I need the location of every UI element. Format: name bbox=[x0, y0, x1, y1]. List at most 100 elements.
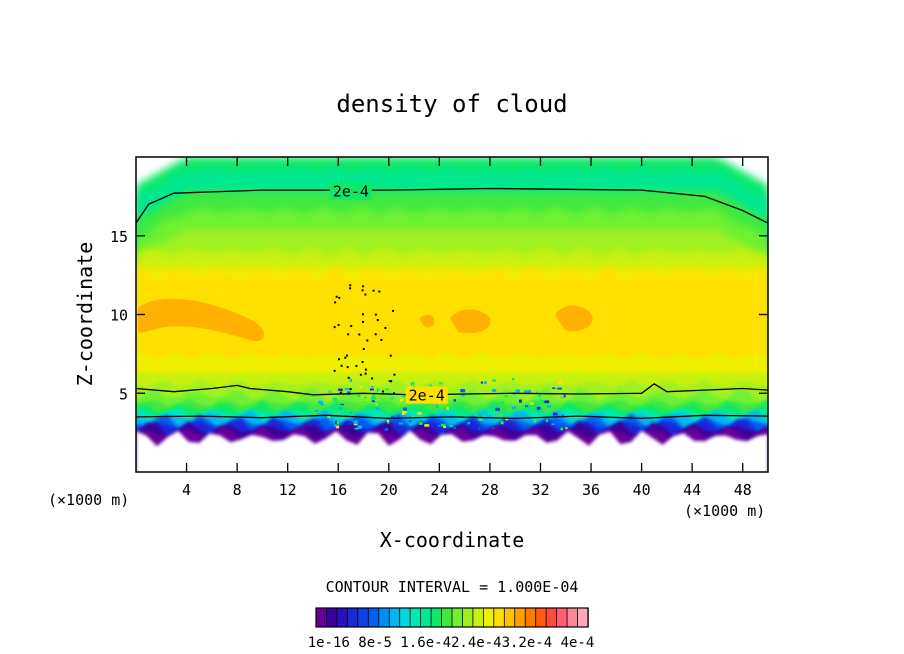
noise-speck-dark bbox=[347, 333, 350, 336]
noise-speck bbox=[314, 409, 319, 413]
noise-speck bbox=[474, 414, 478, 417]
noise-speck bbox=[411, 415, 415, 419]
noise-speck bbox=[495, 407, 500, 411]
noise-speck-dark bbox=[393, 392, 395, 395]
x-tick-label: 12 bbox=[279, 481, 297, 499]
noise-speck-dark bbox=[355, 365, 358, 367]
noise-speck bbox=[353, 423, 358, 426]
noise-speck bbox=[438, 426, 442, 430]
noise-speck-dark bbox=[349, 388, 352, 391]
noise-speck-dark bbox=[362, 320, 364, 323]
x-tick-label: 24 bbox=[430, 481, 448, 499]
noise-speck bbox=[417, 412, 422, 415]
noise-speck bbox=[461, 394, 465, 397]
noise-speck bbox=[515, 389, 520, 393]
colorbar-swatch bbox=[346, 607, 359, 628]
noise-speck-dark bbox=[337, 324, 340, 326]
noise-speck bbox=[335, 425, 340, 429]
noise-speck-dark bbox=[340, 364, 343, 367]
noise-speck bbox=[399, 398, 403, 402]
colorbar-swatch bbox=[535, 607, 547, 628]
noise-speck bbox=[357, 393, 361, 397]
contour-label-group: 2e-4 2e-4 bbox=[329, 182, 448, 405]
noise-speck-dark bbox=[364, 368, 367, 371]
noise-speck bbox=[332, 397, 338, 401]
noise-speck bbox=[511, 406, 516, 410]
noise-speck bbox=[425, 379, 428, 383]
noise-speck-dark bbox=[334, 301, 337, 304]
noise-speck-dark bbox=[389, 354, 392, 357]
noise-speck bbox=[536, 404, 540, 407]
noise-speck bbox=[336, 421, 339, 425]
colorbar-swatch bbox=[462, 607, 474, 628]
colorbar-swatch bbox=[388, 607, 401, 628]
noise-speck-dark bbox=[389, 380, 392, 383]
chart-title: density of cloud bbox=[336, 90, 567, 118]
orange-patch-west bbox=[138, 298, 265, 342]
noise-speck bbox=[418, 422, 423, 425]
noise-speck bbox=[536, 406, 541, 410]
noise-speck bbox=[353, 421, 358, 425]
colorbar-swatch bbox=[441, 607, 453, 628]
colorbar-swatch bbox=[524, 607, 537, 628]
noise-speck-dark bbox=[333, 326, 336, 329]
y-tick-label: 15 bbox=[110, 228, 128, 246]
colorbar-labels: 1e-16 8e-5 1.6e-42.4e-43.2e-4 4e-4 bbox=[308, 635, 595, 651]
noise-speck bbox=[467, 421, 471, 425]
noise-speck-dark bbox=[364, 293, 367, 296]
noise-speck bbox=[335, 420, 339, 425]
noise-speck bbox=[557, 387, 562, 390]
noise-speck bbox=[436, 404, 439, 408]
colorbar bbox=[315, 607, 589, 628]
noise-speck bbox=[446, 406, 449, 410]
noise-speck-dark bbox=[361, 289, 364, 292]
x-axis-ticks: 4 8 12 16 20 24 28 32 36 40 44 48 bbox=[182, 157, 752, 499]
noise-speck bbox=[398, 422, 403, 425]
noise-speck bbox=[527, 390, 532, 394]
noise-speck bbox=[363, 401, 367, 403]
colorbar-swatch bbox=[420, 607, 432, 628]
noise-speck-dark bbox=[374, 313, 377, 316]
noise-speck bbox=[460, 389, 466, 393]
contour-field: 2e-4 2e-4 bbox=[136, 157, 768, 472]
noise-speck bbox=[478, 418, 483, 422]
noise-speck bbox=[335, 412, 339, 416]
noise-speck-dark bbox=[362, 285, 365, 288]
noise-speck bbox=[551, 423, 555, 426]
noise-speck bbox=[354, 427, 359, 430]
noise-speck bbox=[359, 385, 363, 389]
noise-speck bbox=[357, 425, 363, 429]
colorbar-swatch bbox=[577, 607, 589, 628]
x-unit-right: (×1000 m) bbox=[684, 502, 765, 520]
orange-patch-mid bbox=[450, 309, 491, 334]
noise-speck-dark bbox=[371, 377, 374, 380]
noise-speck bbox=[545, 419, 549, 422]
noise-speck bbox=[552, 412, 558, 416]
noise-speck bbox=[552, 387, 556, 390]
noise-speck-dark bbox=[378, 290, 381, 293]
noise-speck-dark bbox=[380, 338, 383, 341]
noise-speck bbox=[409, 423, 413, 426]
colorbar-swatch bbox=[326, 607, 338, 628]
noise-speck bbox=[371, 390, 375, 394]
noise-speck-dark bbox=[366, 339, 369, 342]
noise-speck bbox=[386, 420, 390, 423]
noise-speck-dark bbox=[344, 356, 347, 359]
noise-speck bbox=[346, 421, 352, 426]
colorbar-swatch bbox=[545, 607, 558, 628]
noise-speck bbox=[504, 395, 508, 397]
noise-speck bbox=[492, 379, 497, 382]
noise-speck bbox=[439, 382, 444, 385]
noise-speck bbox=[318, 400, 323, 404]
x-tick-label: 4 bbox=[182, 481, 191, 499]
noise-speck bbox=[344, 387, 350, 390]
colorbar-swatch bbox=[315, 607, 328, 628]
noise-speck-dark bbox=[339, 391, 342, 394]
noise-speck bbox=[375, 403, 378, 406]
noise-speck bbox=[391, 415, 395, 419]
noise-speck bbox=[441, 423, 446, 427]
colorbar-swatch bbox=[378, 607, 390, 628]
noise-speck bbox=[537, 410, 541, 413]
noise-speck bbox=[480, 381, 484, 384]
